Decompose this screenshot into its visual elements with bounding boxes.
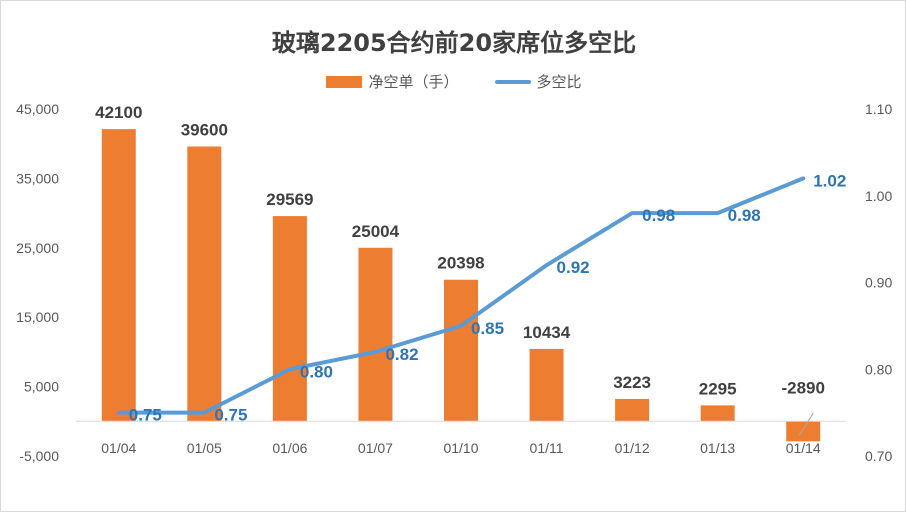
bar-data-label: 3223 bbox=[613, 373, 651, 392]
legend-item-net-short: 净空单（手） bbox=[326, 71, 459, 92]
y-left-tick-label: 5,000 bbox=[24, 379, 59, 395]
x-tick-label: 01/13 bbox=[700, 440, 735, 456]
bar-data-label: 42100 bbox=[95, 103, 142, 122]
line-data-label: 0.98 bbox=[642, 206, 675, 225]
bar bbox=[615, 398, 650, 422]
legend: 净空单（手） 多空比 bbox=[1, 71, 906, 92]
bar bbox=[187, 146, 222, 422]
x-tick-label: 01/05 bbox=[187, 440, 222, 456]
bar bbox=[786, 421, 821, 442]
line-data-label: 0.92 bbox=[557, 258, 590, 277]
ratio-series-line bbox=[116, 176, 806, 415]
x-tick-label: 01/07 bbox=[358, 440, 393, 456]
bar bbox=[700, 405, 735, 422]
line-data-label: 1.02 bbox=[813, 171, 846, 190]
y-right-tick-label: 0.80 bbox=[865, 361, 892, 377]
legend-label-net-short: 净空单（手） bbox=[368, 73, 459, 91]
y-left-tick-label: -5,000 bbox=[19, 448, 59, 464]
x-tick-label: 01/12 bbox=[615, 440, 650, 456]
x-tick-label: 01/11 bbox=[530, 440, 564, 456]
line-data-label: 0.75 bbox=[129, 406, 162, 425]
line-data-label: 0.82 bbox=[385, 345, 418, 364]
x-tick-label: 01/04 bbox=[101, 440, 136, 456]
y-right-tick-label: 1.00 bbox=[865, 188, 892, 204]
bar-data-label: 29569 bbox=[266, 190, 313, 209]
x-tick-label: 01/06 bbox=[272, 440, 307, 456]
bar bbox=[272, 216, 307, 422]
y-right-tick-label: 0.90 bbox=[865, 275, 892, 291]
line-data-label: 0.85 bbox=[471, 319, 504, 338]
bar-data-label: 20398 bbox=[437, 254, 484, 273]
bar-data-label: -2890 bbox=[781, 378, 824, 397]
chart-title: 玻璃2205合约前20家席位多空比 bbox=[271, 29, 637, 57]
bar-data-label: 2295 bbox=[699, 379, 737, 398]
bar-data-label: 25004 bbox=[352, 222, 400, 241]
y-left-tick-label: 25,000 bbox=[16, 240, 59, 256]
y-right-tick-label: 0.70 bbox=[865, 448, 892, 464]
legend-item-ratio: 多空比 bbox=[494, 71, 582, 92]
line-data-label: 0.75 bbox=[214, 406, 247, 425]
y-left-tick-label: 35,000 bbox=[16, 170, 59, 186]
legend-swatch-bar bbox=[326, 75, 363, 88]
leader-line bbox=[798, 413, 814, 436]
x-tick-label: 01/10 bbox=[443, 440, 478, 456]
line-data-label: 0.98 bbox=[728, 206, 761, 225]
y-left-tick-label: 15,000 bbox=[16, 309, 59, 325]
legend-label-ratio: 多空比 bbox=[536, 73, 582, 91]
y-left-tick-label: 45,000 bbox=[16, 101, 59, 117]
y-right-tick-label: 1.10 bbox=[865, 101, 892, 117]
x-tick-label: 01/14 bbox=[786, 440, 821, 456]
bar-data-label: 39600 bbox=[181, 120, 228, 139]
bar bbox=[358, 247, 393, 422]
bar bbox=[529, 348, 564, 422]
bar bbox=[444, 279, 478, 422]
legend-swatch-line bbox=[494, 79, 531, 84]
line-data-label: 0.80 bbox=[300, 362, 333, 381]
bar bbox=[101, 129, 136, 422]
bar-data-label: 10434 bbox=[523, 323, 571, 342]
